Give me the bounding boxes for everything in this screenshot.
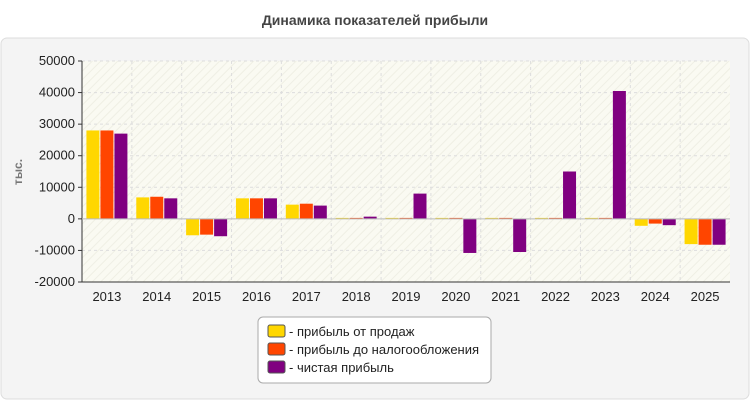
y-tick-label: 50000 <box>39 53 75 68</box>
bar <box>684 218 698 245</box>
plot-area <box>82 61 730 282</box>
bar <box>235 198 249 219</box>
y-tick-label: 10000 <box>39 179 75 194</box>
x-tick-label: 2016 <box>242 289 271 304</box>
legend-items: - прибыль от продаж - прибыль до налогооб… <box>267 324 479 375</box>
bar <box>513 218 527 253</box>
legend: - прибыль от продаж - прибыль до налогооб… <box>257 316 492 384</box>
x-tick-label: 2013 <box>92 289 121 304</box>
y-tick-label: 20000 <box>39 148 75 163</box>
bar <box>363 216 377 219</box>
bar <box>214 218 228 237</box>
axes <box>78 60 730 283</box>
bar <box>200 218 214 235</box>
bar <box>463 218 477 253</box>
bar <box>114 133 128 219</box>
legend-swatch <box>267 360 286 374</box>
y-tick-label: -20000 <box>35 274 75 289</box>
bar <box>299 203 313 219</box>
x-tick-label: 2021 <box>491 289 520 304</box>
bar <box>648 218 662 224</box>
bar <box>313 205 327 219</box>
bar <box>413 193 427 219</box>
x-tick-label: 2025 <box>691 289 720 304</box>
y-tick-label: 30000 <box>39 116 75 131</box>
y-tick-label: -10000 <box>35 242 75 257</box>
x-tick-label: 2023 <box>591 289 620 304</box>
x-tick-labels: 2013 2014 2015 2016 2017 2018 2019 2020 2021 2022… <box>92 289 719 304</box>
bar <box>100 130 114 219</box>
legend-swatch <box>267 324 286 338</box>
bar <box>164 198 178 219</box>
y-tick-label: 40000 <box>39 85 75 100</box>
bar <box>285 204 299 219</box>
x-tick-label: 2014 <box>142 289 171 304</box>
bar <box>249 198 263 219</box>
y-tick-label: 0 <box>68 211 75 226</box>
x-tick-label: 2017 <box>292 289 321 304</box>
x-tick-label: 2022 <box>541 289 570 304</box>
legend-swatch <box>267 342 286 356</box>
bar <box>186 218 200 236</box>
y-axis-label: тыс. <box>11 159 25 185</box>
x-tick-label: 2015 <box>192 289 221 304</box>
bar <box>662 218 676 226</box>
x-tick-label: 2024 <box>641 289 670 304</box>
bar <box>86 130 100 219</box>
bar <box>634 218 648 226</box>
legend-label: - прибыль до налогообложения <box>289 342 479 357</box>
x-tick-label: 2019 <box>392 289 421 304</box>
x-tick-label: 2020 <box>441 289 470 304</box>
bar <box>712 218 726 245</box>
bar <box>698 218 712 245</box>
bar <box>136 197 150 219</box>
bar <box>150 196 164 219</box>
bars <box>86 90 726 253</box>
legend-label: - прибыль от продаж <box>289 324 415 339</box>
legend-label: - чистая прибыль <box>289 360 394 375</box>
y-tick-labels: 50000 40000 30000 20000 10000 0 -10000 -20000 <box>35 53 75 289</box>
x-tick-label: 2018 <box>342 289 371 304</box>
legend-box <box>257 316 492 384</box>
bar <box>563 171 577 219</box>
chart-title: Динамика показателей прибыли <box>262 12 488 28</box>
bar <box>263 198 277 219</box>
bar <box>612 90 626 219</box>
